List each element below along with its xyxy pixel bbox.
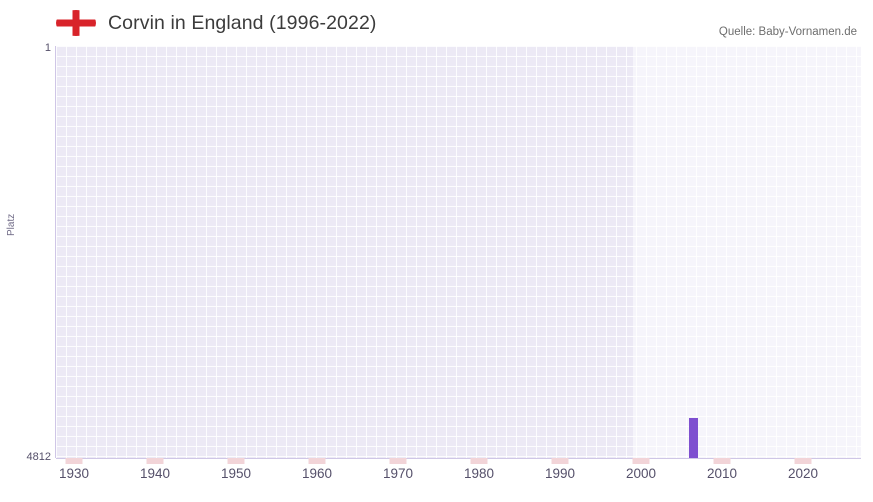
x-tick-label: 1990 xyxy=(544,466,576,481)
x-tick-mark xyxy=(227,458,245,464)
x-tick-label: 1940 xyxy=(139,466,171,481)
bar-2008[interactable] xyxy=(689,418,698,458)
x-axis-line xyxy=(56,458,861,459)
x-tick-mark xyxy=(146,458,164,464)
x-tick-label: 2020 xyxy=(787,466,819,481)
highlight-region xyxy=(633,46,861,458)
page-title: Corvin in England (1996-2022) xyxy=(108,12,377,34)
x-tick-label: 1970 xyxy=(382,466,414,481)
x-tick-label: 1930 xyxy=(58,466,90,481)
x-tick-label: 2010 xyxy=(706,466,738,481)
england-flag-icon xyxy=(56,10,96,36)
plot-area xyxy=(56,46,861,458)
y-tick-label: 4812 xyxy=(26,451,51,463)
source-label: Quelle: Baby-Vornamen.de xyxy=(718,26,857,38)
x-tick-mark xyxy=(65,458,83,464)
x-tick-mark xyxy=(389,458,407,464)
chart-header: Corvin in England (1996-2022) Quelle: Ba… xyxy=(0,0,873,46)
y-tick-label: 1 xyxy=(44,42,51,54)
x-tick-mark xyxy=(632,458,650,464)
x-tick-mark xyxy=(713,458,731,464)
x-tick-label: 2000 xyxy=(625,466,657,481)
x-tick-mark xyxy=(308,458,326,464)
x-tick-mark xyxy=(470,458,488,464)
y-axis-label: Platz xyxy=(6,213,17,236)
x-tick-mark xyxy=(551,458,569,464)
x-tick-label: 1980 xyxy=(463,466,495,481)
y-axis-line xyxy=(55,46,56,458)
x-tick-label: 1950 xyxy=(220,466,252,481)
x-tick-mark xyxy=(794,458,812,464)
x-tick-label: 1960 xyxy=(301,466,333,481)
